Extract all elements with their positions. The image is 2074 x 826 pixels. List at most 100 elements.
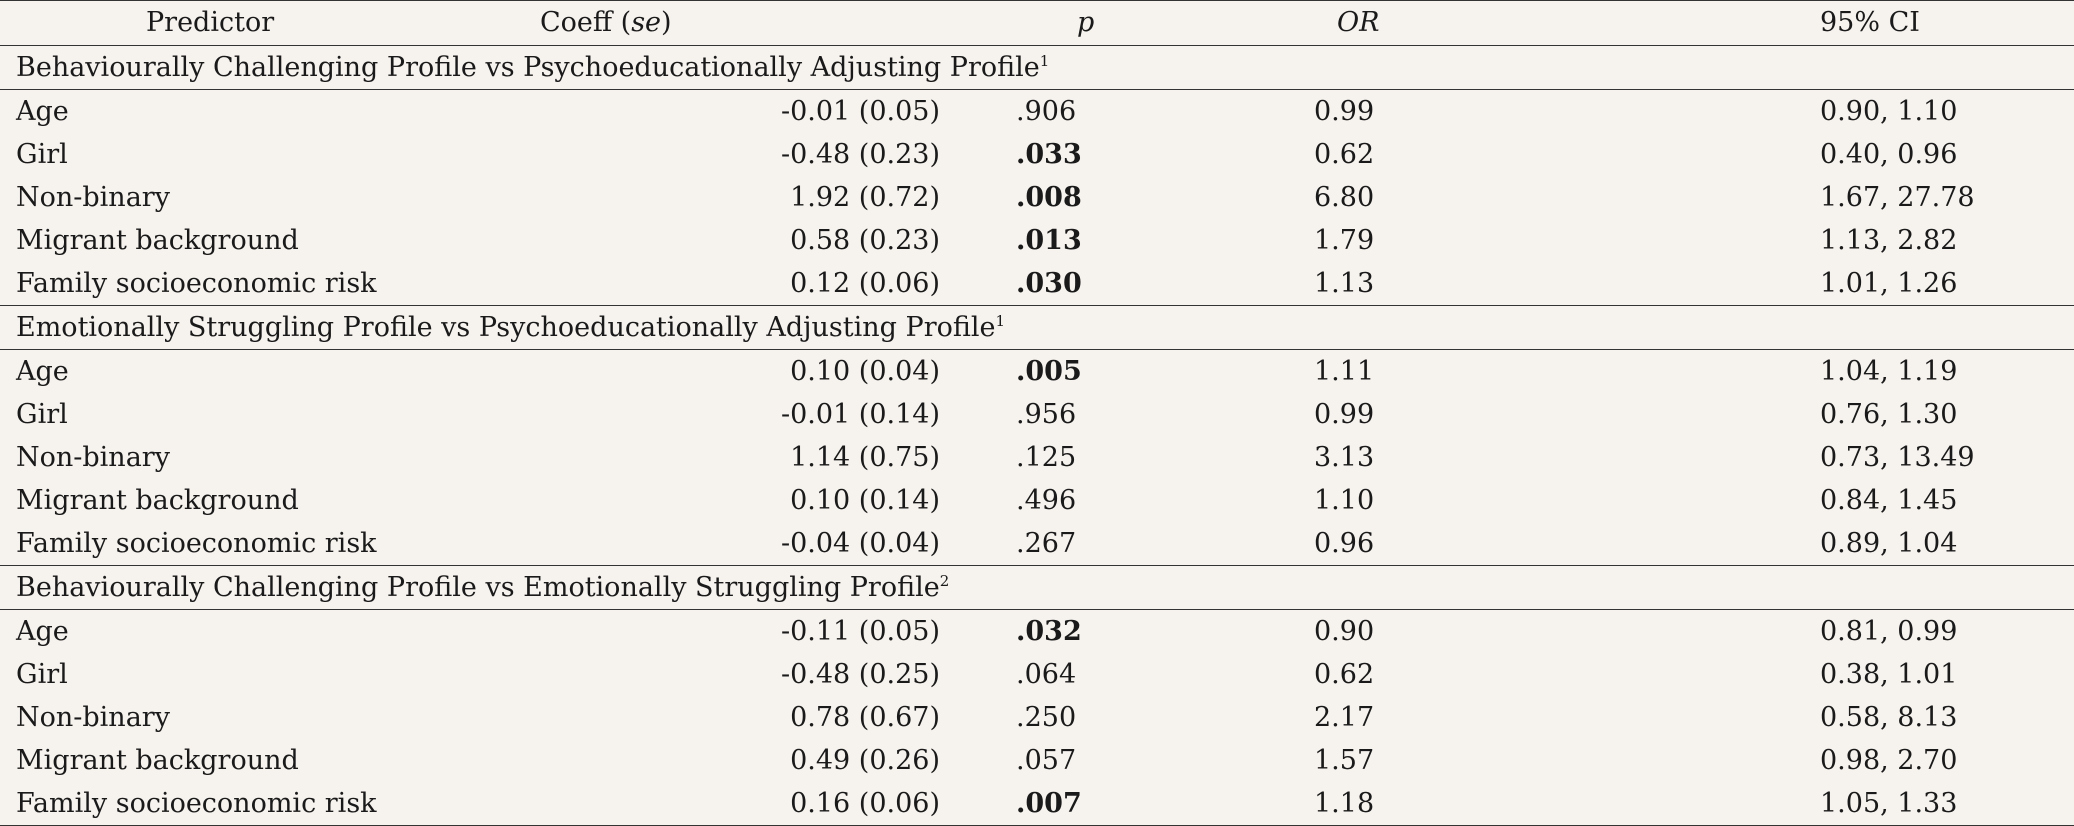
- cell-p: .007: [960, 782, 1260, 826]
- cell-predictor: Family socioeconomic risk: [16, 268, 377, 299]
- table-row: Non-binary 1.92 (0.72) .008 6.80 1.67, 27.78: [0, 176, 2074, 219]
- cell-coeff: -0.11 (0.05): [780, 616, 940, 647]
- cell-or: 6.80: [1314, 182, 1375, 213]
- table-row: Girl -0.01 (0.14) .956 0.99 0.76, 1.30: [0, 393, 2074, 436]
- table-row: Family socioeconomic risk -0.04 (0.04) .26…: [0, 522, 2074, 566]
- table-row: Migrant background 0.49 (0.26) .057 1.57 0.9…: [0, 739, 2074, 782]
- header-predictor: Predictor: [0, 0, 440, 46]
- cell-ci: 0.84, 1.45: [1820, 485, 1958, 516]
- cell-coeff: -0.01 (0.05): [780, 96, 940, 127]
- cell-coeff: -0.01 (0.14): [780, 399, 940, 430]
- cell-coeff: 0.58 (0.23): [790, 225, 940, 256]
- table-row: Non-binary 1.14 (0.75) .125 3.13 0.73, 13.49: [0, 436, 2074, 479]
- cell-or: 0.99: [1314, 96, 1375, 127]
- cell-predictor: Girl: [16, 399, 68, 430]
- cell-ci: 0.90, 1.10: [1820, 96, 1958, 127]
- table-row: Non-binary 0.78 (0.67) .250 2.17 0.58, 8.13: [0, 696, 2074, 739]
- cell-or: 1.57: [1314, 745, 1375, 776]
- section-title: Emotionally Struggling Profile vs Psycho…: [0, 305, 2074, 350]
- header-or: OR: [1260, 0, 1820, 46]
- cell-p: .005: [1016, 356, 1082, 387]
- cell-predictor: Family socioeconomic risk: [16, 528, 377, 559]
- table-row: Migrant background 0.58 (0.23) .013 1.79 1.1…: [0, 219, 2074, 262]
- cell-p: .030: [1016, 268, 1082, 299]
- header-ci: 95% CI: [1820, 0, 2074, 46]
- cell-p: .013: [1016, 225, 1082, 256]
- table-row: Migrant background 0.10 (0.14) .496 1.10 0.8…: [0, 479, 2074, 522]
- cell-p: .033: [1016, 139, 1082, 170]
- cell-ci: 0.76, 1.30: [1820, 399, 1958, 430]
- header-coeff: Coeff (se): [440, 0, 960, 46]
- cell-coeff: 0.12 (0.06): [790, 268, 940, 299]
- section-title-text: Behaviourally Challenging Profile vs Psy…: [16, 52, 1040, 83]
- cell-p: .125: [1016, 442, 1077, 473]
- table-row: Family socioeconomic risk 0.12 (0.06) .030…: [0, 262, 2074, 306]
- cell-ci: 1.01, 1.26: [1820, 268, 1958, 299]
- section-header-row: Behaviourally Challenging Profile vs Psy…: [0, 45, 2074, 90]
- cell-predictor: Age: [16, 616, 69, 647]
- cell-coeff: 0.10 (0.14): [790, 485, 940, 516]
- cell-or: 1.10: [1314, 485, 1375, 516]
- footnote-marker: 1: [995, 312, 1006, 330]
- cell-coeff: 1.92 (0.72): [790, 182, 940, 213]
- cell-coeff: 0.49 (0.26): [790, 745, 940, 776]
- cell-predictor: Girl: [16, 659, 68, 690]
- cell-or: 0.62: [1314, 659, 1375, 690]
- cell-predictor: Age: [16, 356, 69, 387]
- table-row: Girl -0.48 (0.25) .064 0.62 0.38, 1.01: [0, 653, 2074, 696]
- cell-ci: 0.81, 0.99: [1820, 616, 1958, 647]
- footnote-marker: 2: [939, 572, 950, 590]
- cell-predictor: Migrant background: [16, 225, 299, 256]
- cell-p: .064: [1016, 659, 1077, 690]
- cell-predictor: Non-binary: [16, 702, 170, 733]
- cell-ci: 0.40, 0.96: [1820, 139, 1958, 170]
- cell-coeff: -0.48 (0.23): [780, 139, 940, 170]
- cell-ci: 1.67, 27.78: [1820, 182, 1975, 213]
- table-row: Age 0.10 (0.04) .005 1.11 1.04, 1.19: [0, 350, 2074, 394]
- cell-p: .032: [1016, 616, 1082, 647]
- cell-p: .956: [1016, 399, 1077, 430]
- cell-ci: 0.98, 2.70: [1820, 745, 1958, 776]
- cell-ci: 0.89, 1.04: [1820, 528, 1958, 559]
- table-row: Age -0.01 (0.05) .906 0.99 0.90, 1.10: [0, 90, 2074, 134]
- table-row: Age -0.11 (0.05) .032 0.90 0.81, 0.99: [0, 610, 2074, 654]
- cell-p: .057: [1016, 745, 1077, 776]
- cell-predictor: Non-binary: [16, 442, 170, 473]
- cell-predictor: Family socioeconomic risk: [0, 782, 440, 826]
- header-p: p: [960, 0, 1260, 46]
- cell-p: .906: [1016, 96, 1077, 127]
- cell-p: .496: [1016, 485, 1077, 516]
- cell-coeff: -0.04 (0.04): [780, 528, 940, 559]
- section-title: Behaviourally Challenging Profile vs Psy…: [0, 45, 2074, 90]
- cell-ci: 0.58, 8.13: [1820, 702, 1958, 733]
- table-row: Family socioeconomic risk 0.16 (0.06) .007…: [0, 782, 2074, 826]
- cell-coeff: 0.78 (0.67): [790, 702, 940, 733]
- cell-ci: 0.38, 1.01: [1820, 659, 1958, 690]
- table-row: Girl -0.48 (0.23) .033 0.62 0.40, 0.96: [0, 133, 2074, 176]
- cell-or: 1.79: [1314, 225, 1375, 256]
- cell-ci: 0.73, 13.49: [1820, 442, 1975, 473]
- cell-coeff: -0.48 (0.25): [780, 659, 940, 690]
- section-header-row: Behaviourally Challenging Profile vs Emo…: [0, 565, 2074, 610]
- cell-predictor: Migrant background: [16, 485, 299, 516]
- cell-predictor: Migrant background: [16, 745, 299, 776]
- header-row: Predictor Coeff (se) p OR 95% CI: [0, 0, 2074, 46]
- cell-or: 0.96: [1314, 528, 1375, 559]
- section-title-text: Behaviourally Challenging Profile vs Emo…: [16, 572, 940, 603]
- cell-or: 1.18: [1260, 782, 1820, 826]
- footnote-marker: 1: [1039, 52, 1050, 70]
- cell-or: 1.11: [1314, 356, 1375, 387]
- cell-or: 0.62: [1314, 139, 1375, 170]
- cell-coeff: 0.10 (0.04): [790, 356, 940, 387]
- cell-or: 3.13: [1314, 442, 1375, 473]
- section-title-text: Emotionally Struggling Profile vs Psycho…: [16, 312, 996, 343]
- cell-or: 0.90: [1314, 616, 1375, 647]
- cell-predictor: Age: [16, 96, 69, 127]
- cell-predictor: Girl: [16, 139, 68, 170]
- cell-p: .250: [1016, 702, 1077, 733]
- section-header-row: Emotionally Struggling Profile vs Psycho…: [0, 305, 2074, 350]
- cell-p: .267: [1016, 528, 1077, 559]
- cell-predictor: Non-binary: [16, 182, 170, 213]
- cell-ci: 1.04, 1.19: [1820, 356, 1958, 387]
